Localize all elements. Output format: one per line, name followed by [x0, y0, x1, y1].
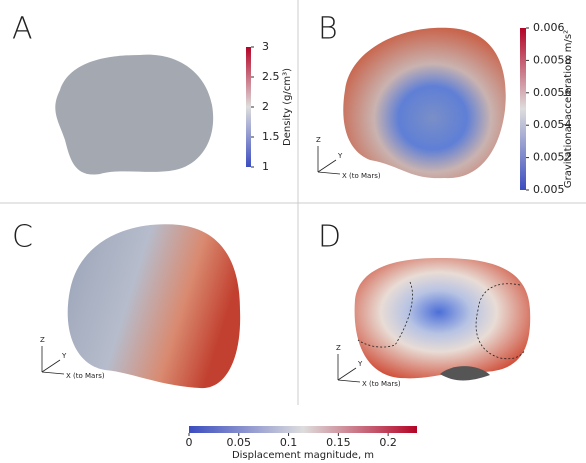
colorbar-tick-label: 0.005 [533, 183, 565, 196]
colorbar-tick-label: 2.5 [262, 70, 280, 83]
axis-y-label: Y [61, 352, 67, 360]
asteroid-displacement [68, 224, 240, 388]
panel-label: D [318, 220, 341, 255]
colorbar-tick-label: 0.2 [379, 436, 397, 449]
colorbar [189, 426, 417, 433]
axis-x-label: X (to Mars) [342, 172, 381, 180]
asteroid-displacement-top [355, 258, 531, 378]
axis-y-label: Y [357, 360, 363, 368]
colorbar [246, 47, 251, 167]
axis-y [318, 160, 336, 172]
axis-x [318, 172, 340, 174]
panel-label: C [12, 220, 33, 255]
colorbar-title: Displacement magnitude, m [232, 450, 374, 461]
figure: A B C D Z Y X (to Mars) Z Y X (to Mars) Z Y X (to Ma… [0, 0, 586, 463]
colorbar-tick-label: 3 [262, 40, 269, 53]
colorbar-tick-label: 0.006 [533, 21, 565, 34]
colorbar-title: Gravitational acceleration, m/s² [563, 30, 574, 188]
axis-z-label: Z [316, 136, 321, 144]
axis-z-label: Z [336, 344, 341, 352]
axis-x [42, 372, 64, 374]
axis-y-label: Y [337, 152, 343, 160]
axis-x-label: X (to Mars) [66, 372, 105, 380]
axis-z-label: Z [40, 336, 45, 344]
colorbar-tick-label: 1.5 [262, 130, 280, 143]
axis-y [338, 368, 356, 380]
asteroid-gravity [343, 28, 505, 178]
colorbar-tick-label: 0.05 [227, 436, 252, 449]
colorbar-tick-label: 0.1 [280, 436, 298, 449]
axis-y [42, 360, 60, 372]
panel-label: B [318, 12, 338, 47]
colorbar [520, 28, 526, 190]
colorbar-tick-label: 0 [186, 436, 193, 449]
asteroid-shape [55, 55, 213, 175]
axis-x-label: X (to Mars) [362, 380, 401, 388]
colorbar-tick-label: 1 [262, 160, 269, 173]
colorbar-tick-label: 0.15 [326, 436, 351, 449]
panel-label: A [12, 12, 33, 47]
axis-x [338, 380, 360, 382]
colorbar-tick-label: 2 [262, 100, 269, 113]
colorbar-title: Density (g/cm³) [282, 68, 293, 146]
